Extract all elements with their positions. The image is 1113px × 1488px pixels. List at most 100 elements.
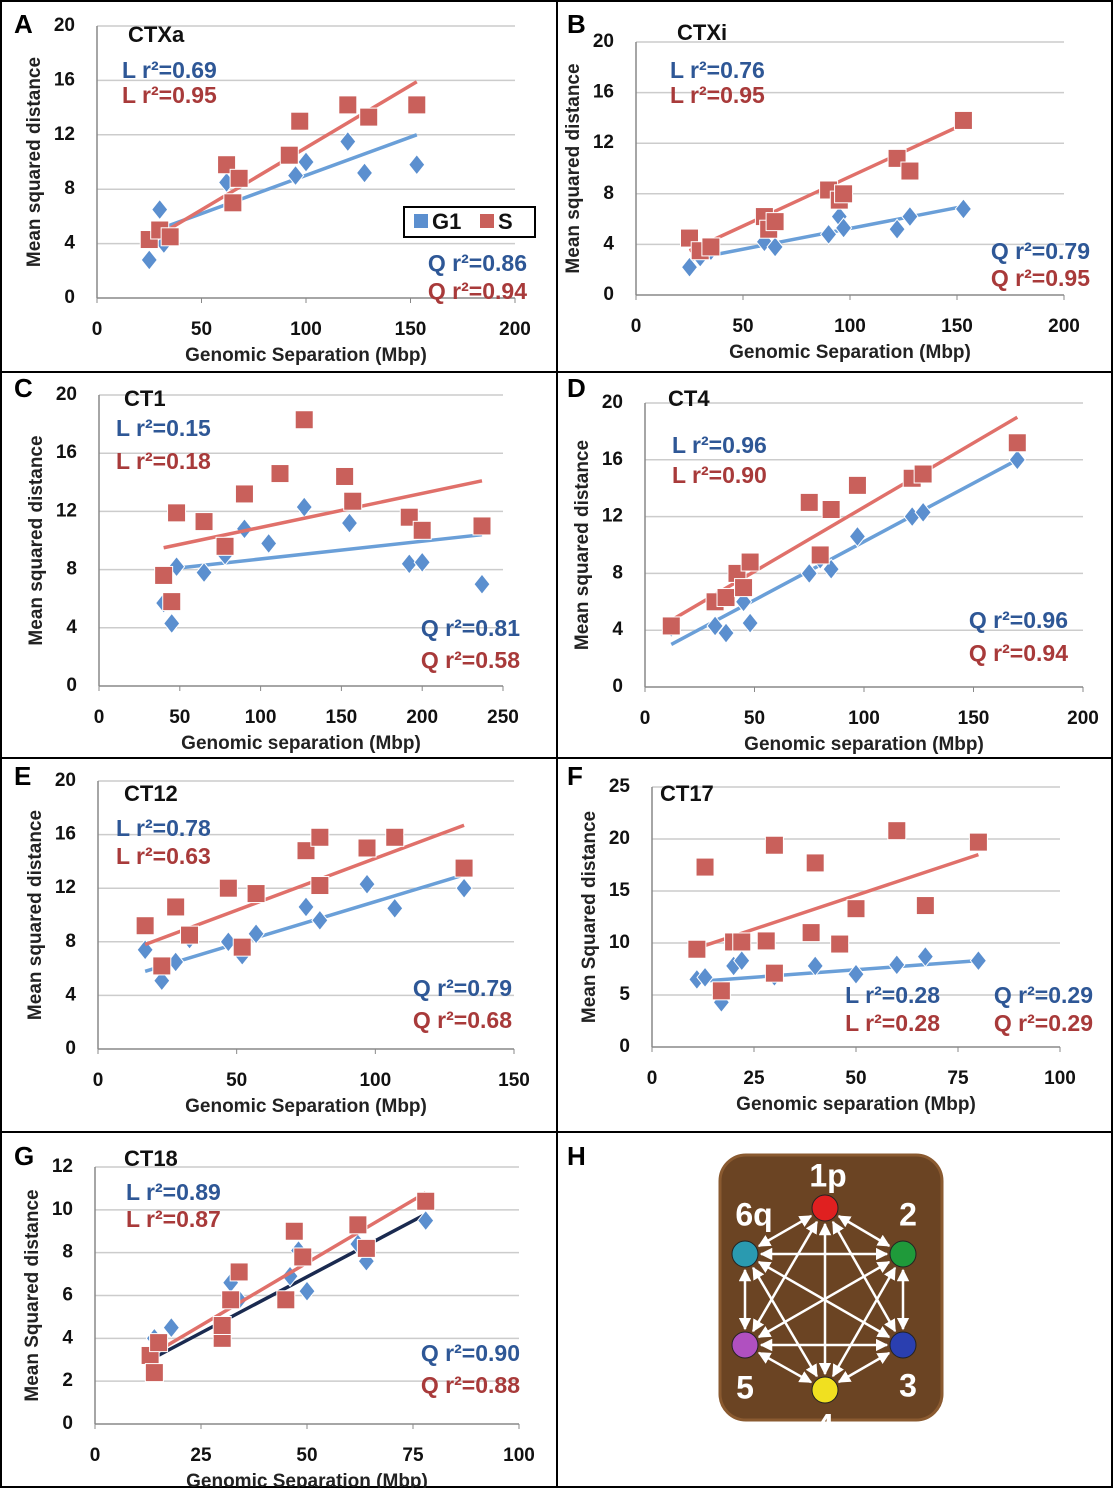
x-axis-label: Genomic Separation (Mbp): [186, 1471, 428, 1488]
y-tick-label: 20: [593, 31, 614, 52]
y-tick-label: 0: [612, 676, 623, 697]
node: [890, 1241, 916, 1267]
point: [359, 874, 375, 894]
point: [955, 199, 971, 219]
annotation: Q r²=0.88: [421, 1372, 520, 1398]
x-tick-label: 200: [499, 319, 531, 340]
node-label: 1p: [809, 1157, 846, 1193]
panel-label: F: [567, 761, 583, 791]
point: [311, 828, 329, 846]
legend-label: S: [498, 209, 513, 234]
point: [219, 879, 237, 897]
legend-swatch: [480, 214, 494, 228]
y-tick-label: 20: [54, 15, 75, 36]
x-tick-label: 0: [93, 1070, 104, 1091]
annotation: L r²=0.87: [126, 1206, 221, 1232]
point: [163, 593, 181, 611]
y-tick-label: 4: [612, 619, 623, 640]
point: [914, 465, 932, 483]
point: [295, 411, 313, 429]
point: [271, 465, 289, 483]
annotation: Q r²=0.58: [421, 647, 520, 673]
node-label: 4: [816, 1407, 834, 1443]
x-tick-label: 100: [1044, 1068, 1076, 1089]
point: [712, 982, 730, 1000]
chart-title: CT12: [124, 781, 178, 806]
annotation: L r²=0.90: [672, 462, 767, 488]
point: [901, 162, 919, 180]
point: [888, 822, 906, 840]
y-tick-label: 4: [62, 1327, 73, 1348]
y-tick-label: 0: [619, 1036, 630, 1057]
y-tick-label: 12: [55, 877, 76, 898]
panel: A048121620050100150200Genomic Separation…: [14, 9, 535, 366]
point: [418, 1211, 434, 1231]
y-tick-label: 16: [593, 82, 614, 103]
point: [387, 898, 403, 918]
y-tick-label: 8: [64, 178, 75, 199]
x-axis-label: Genomic separation (Mbp): [744, 734, 984, 755]
point: [145, 1364, 163, 1382]
y-axis-label: Mean squared distance: [26, 435, 47, 645]
x-tick-label: 200: [1067, 708, 1099, 729]
x-tick-label: 50: [845, 1068, 866, 1089]
point: [688, 940, 706, 958]
point: [357, 1239, 375, 1257]
point: [358, 839, 376, 857]
x-tick-label: 50: [191, 319, 212, 340]
y-tick-label: 16: [602, 449, 623, 470]
x-tick-label: 100: [245, 707, 277, 728]
node-label: 2: [899, 1196, 917, 1232]
point: [455, 859, 473, 877]
legend-label: G1: [432, 209, 461, 234]
x-tick-label: 50: [169, 707, 190, 728]
node-label: 3: [899, 1367, 917, 1403]
y-tick-label: 12: [52, 1156, 73, 1177]
x-tick-label: 200: [406, 707, 438, 728]
legend-swatch: [414, 214, 428, 228]
point: [474, 574, 490, 594]
point: [902, 207, 918, 227]
point: [800, 493, 818, 511]
y-tick-label: 0: [66, 675, 77, 696]
chart-title: CT17: [660, 781, 714, 806]
y-tick-label: 8: [603, 183, 614, 204]
point: [696, 858, 714, 876]
chart-title: CTXa: [128, 22, 185, 47]
point: [757, 932, 775, 950]
node: [812, 1377, 838, 1403]
y-tick-label: 25: [609, 776, 631, 797]
y-tick-label: 16: [54, 69, 75, 90]
y-tick-label: 0: [62, 1413, 73, 1434]
y-axis-label: Mean squared distance: [24, 57, 45, 267]
annotation: L r²=0.28: [845, 982, 940, 1008]
annotation: L r²=0.78: [116, 815, 211, 841]
point: [277, 1291, 295, 1309]
point: [766, 213, 784, 231]
x-tick-label: 200: [1048, 316, 1080, 337]
point: [386, 828, 404, 846]
trend-line: [145, 875, 464, 971]
panel: F05101520250255075100Genomic separation …: [567, 761, 1093, 1115]
point: [280, 146, 298, 164]
point: [456, 878, 472, 898]
x-tick-label: 75: [402, 1445, 424, 1466]
node: [812, 1195, 838, 1221]
y-tick-label: 12: [54, 124, 75, 145]
point: [662, 617, 680, 635]
y-axis-label: Mean squared distance: [572, 440, 593, 650]
x-axis-label: Genomic separation (Mbp): [736, 1094, 976, 1115]
point: [299, 1281, 315, 1301]
point: [150, 1334, 168, 1352]
point: [1009, 450, 1025, 470]
y-axis-label: Mean squared distance: [563, 63, 584, 273]
y-tick-label: 4: [65, 984, 76, 1005]
y-tick-label: 20: [602, 392, 623, 413]
panel: C048121620050100150200250Genomic separat…: [14, 373, 520, 754]
x-tick-label: 100: [359, 1070, 391, 1091]
annotation: Q r²=0.86: [428, 250, 527, 276]
node: [732, 1241, 758, 1267]
point: [168, 504, 186, 522]
panel-label: A: [14, 9, 33, 39]
